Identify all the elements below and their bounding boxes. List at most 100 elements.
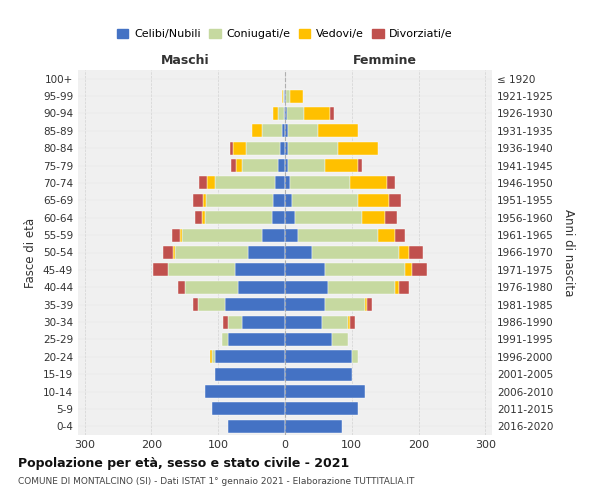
Bar [285,368,352,380]
Bar [285,420,342,433]
Bar [285,142,289,154]
Bar [215,350,285,364]
Bar [231,159,236,172]
Bar [290,90,303,102]
Bar [350,176,387,190]
Bar [182,228,262,241]
Bar [285,264,325,276]
Bar [284,107,285,120]
Bar [285,385,365,398]
Bar [242,316,285,328]
Bar [285,350,352,364]
Bar [178,280,185,294]
Bar [198,298,225,311]
Bar [285,90,286,102]
Bar [283,90,284,102]
Bar [236,159,242,172]
Bar [228,420,285,433]
Bar [331,107,334,120]
Bar [365,298,367,311]
Bar [398,280,409,294]
Bar [172,228,180,241]
Bar [273,194,285,207]
Bar [285,316,322,328]
Bar [325,159,358,172]
Bar [278,107,284,120]
Bar [210,350,212,364]
Bar [358,159,362,172]
Bar [175,246,248,259]
Bar [295,211,362,224]
Bar [285,402,358,415]
Bar [319,124,358,138]
Bar [284,90,285,102]
Bar [205,385,285,398]
Bar [332,333,349,346]
Bar [325,264,405,276]
Bar [289,124,319,138]
Bar [285,159,289,172]
Bar [349,316,350,328]
Bar [228,316,242,328]
Bar [304,107,331,120]
Bar [328,280,395,294]
Bar [272,211,285,224]
Bar [290,176,350,190]
Bar [389,194,401,207]
Bar [338,142,379,154]
Bar [367,298,373,311]
Bar [212,402,285,415]
Bar [215,368,285,380]
Bar [312,246,398,259]
Bar [275,176,285,190]
Bar [202,211,205,224]
Bar [286,90,290,102]
Bar [215,176,275,190]
Bar [285,194,292,207]
Bar [285,124,289,138]
Bar [228,333,285,346]
Bar [273,107,278,120]
Bar [325,298,365,311]
Bar [199,176,207,190]
Bar [195,211,202,224]
Bar [289,159,325,172]
Bar [398,246,409,259]
Bar [173,246,175,259]
Bar [298,228,379,241]
Bar [285,176,290,190]
Legend: Celibi/Nubili, Coniugati/e, Vedovi/e, Divorziati/e: Celibi/Nubili, Coniugati/e, Vedovi/e, Di… [113,24,457,44]
Bar [185,280,238,294]
Bar [221,333,228,346]
Bar [395,228,405,241]
Bar [246,142,280,154]
Bar [285,211,295,224]
Bar [285,333,332,346]
Bar [379,228,395,241]
Bar [352,350,358,364]
Bar [395,280,398,294]
Bar [154,264,168,276]
Bar [251,124,262,138]
Y-axis label: Fasce di età: Fasce di età [25,218,37,288]
Bar [287,107,304,120]
Bar [385,211,397,224]
Bar [205,211,272,224]
Bar [248,246,285,259]
Bar [285,280,328,294]
Bar [280,142,285,154]
Bar [235,264,285,276]
Bar [358,194,389,207]
Bar [180,228,182,241]
Bar [163,246,173,259]
Bar [278,159,285,172]
Bar [212,350,215,364]
Bar [207,176,215,190]
Bar [238,280,285,294]
Bar [203,194,206,207]
Bar [262,124,281,138]
Bar [409,246,423,259]
Bar [193,298,198,311]
Bar [281,124,285,138]
Bar [242,159,278,172]
